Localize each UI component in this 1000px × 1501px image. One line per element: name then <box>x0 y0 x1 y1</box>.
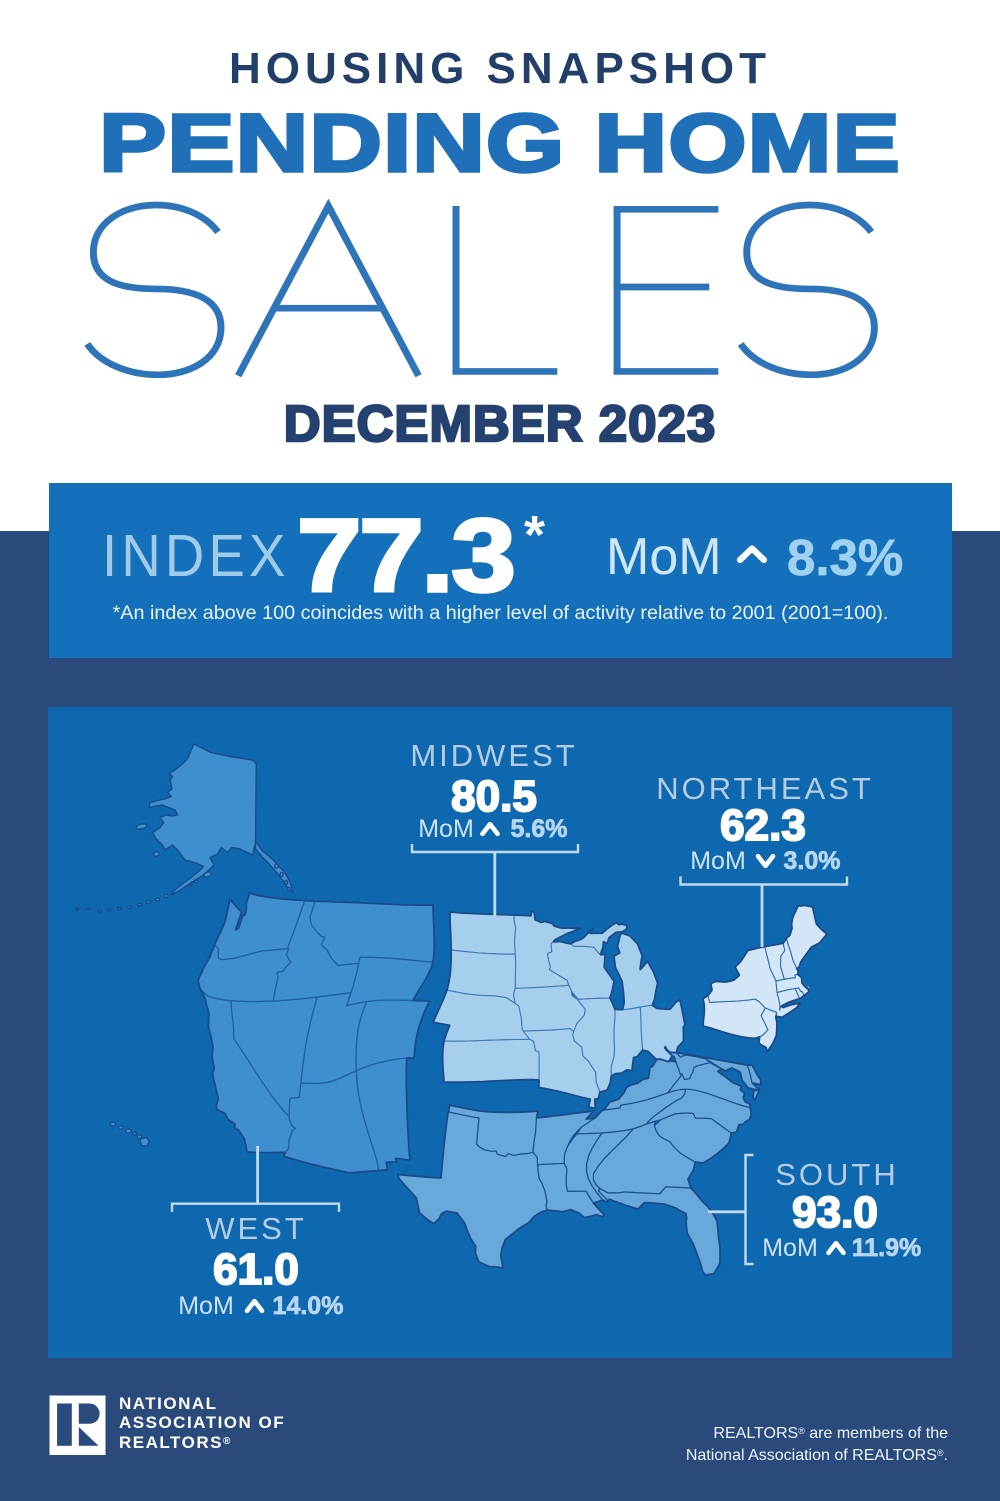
svg-text:MoM: MoM <box>178 1292 234 1320</box>
svg-text:MoM: MoM <box>690 847 746 875</box>
svg-text:93.0: 93.0 <box>792 1188 878 1237</box>
svg-text:WEST: WEST <box>205 1211 307 1246</box>
svg-text:3.0%: 3.0% <box>784 847 841 875</box>
svg-text:80.5: 80.5 <box>451 772 537 821</box>
svg-text:62.3: 62.3 <box>720 801 806 850</box>
svg-text:MoM: MoM <box>762 1234 818 1262</box>
svg-text:5.6%: 5.6% <box>511 815 568 843</box>
svg-text:NORTHEAST: NORTHEAST <box>656 771 874 806</box>
svg-text:MIDWEST: MIDWEST <box>410 738 577 773</box>
svg-text:SOUTH: SOUTH <box>775 1157 899 1192</box>
svg-text:61.0: 61.0 <box>213 1245 299 1294</box>
svg-text:14.0%: 14.0% <box>273 1292 344 1320</box>
svg-text:MoM: MoM <box>418 815 474 843</box>
svg-text:11.9%: 11.9% <box>852 1234 922 1262</box>
